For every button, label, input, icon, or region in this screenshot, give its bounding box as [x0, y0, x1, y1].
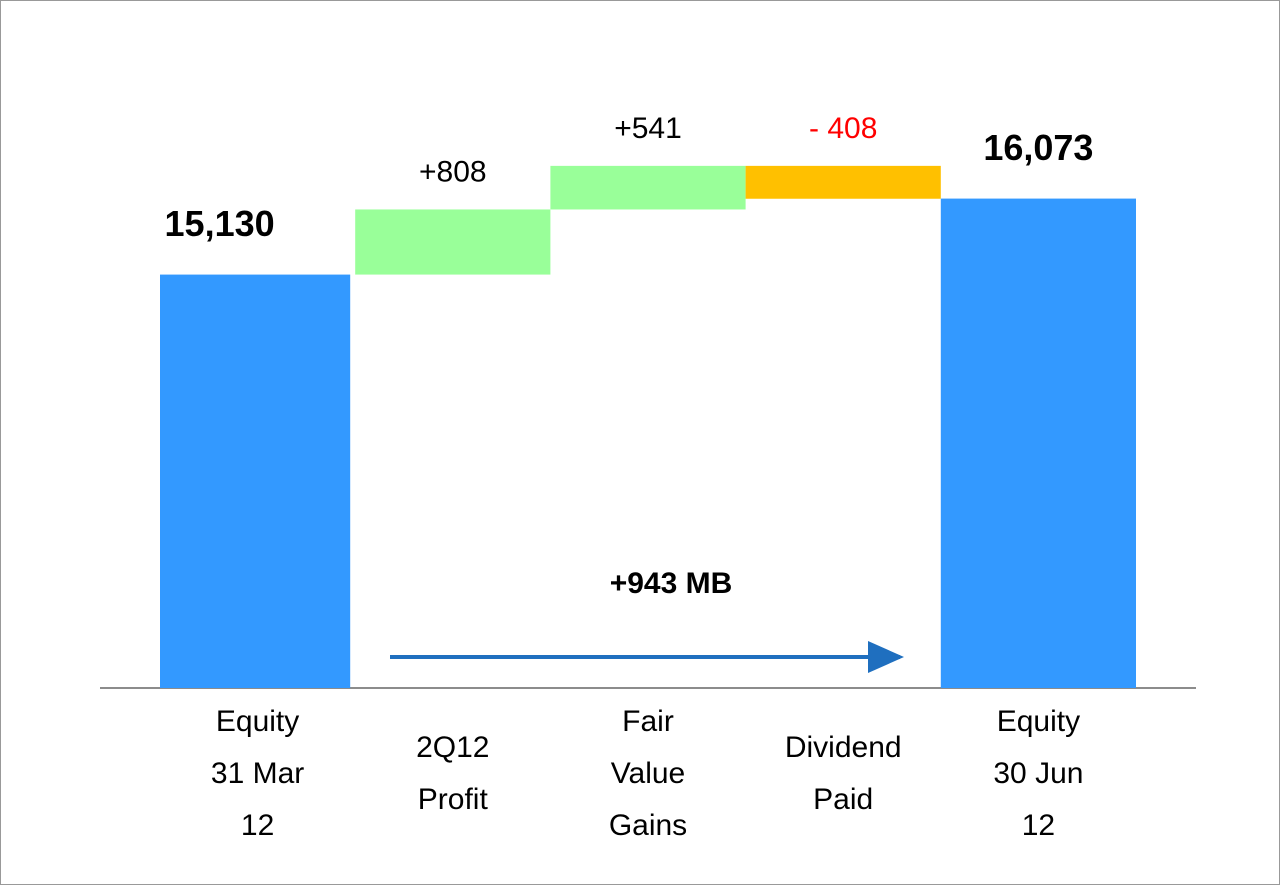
value-label: +541 [614, 112, 682, 145]
value-label: 15,130 [165, 203, 275, 244]
bar [550, 165, 746, 210]
x-tick-label: Fair [622, 705, 674, 738]
value-label: 16,073 [983, 127, 1093, 168]
x-tick-label: 12 [241, 809, 274, 842]
x-tick-label: Equity [997, 705, 1080, 738]
x-tick-label: Equity [216, 705, 299, 738]
annotation: +943 MB [610, 567, 733, 600]
bar [160, 274, 351, 688]
x-tick-label: 2Q12 [416, 731, 489, 764]
x-tick-label: Paid [813, 783, 873, 816]
x-tick-label: 12 [1022, 809, 1055, 842]
x-tick-label: Gains [609, 809, 687, 842]
x-tick-label: 31 Mar [211, 757, 304, 790]
x-tick-label: Value [611, 757, 686, 790]
value-label: - 408 [809, 112, 877, 145]
x-tick-label: Dividend [785, 731, 902, 764]
x-tick-label: Profit [418, 783, 489, 816]
bar [355, 209, 551, 275]
bar [745, 165, 941, 199]
x-tick-label: 30 Jun [993, 757, 1083, 790]
value-label: +808 [419, 155, 487, 188]
bar [940, 198, 1136, 688]
